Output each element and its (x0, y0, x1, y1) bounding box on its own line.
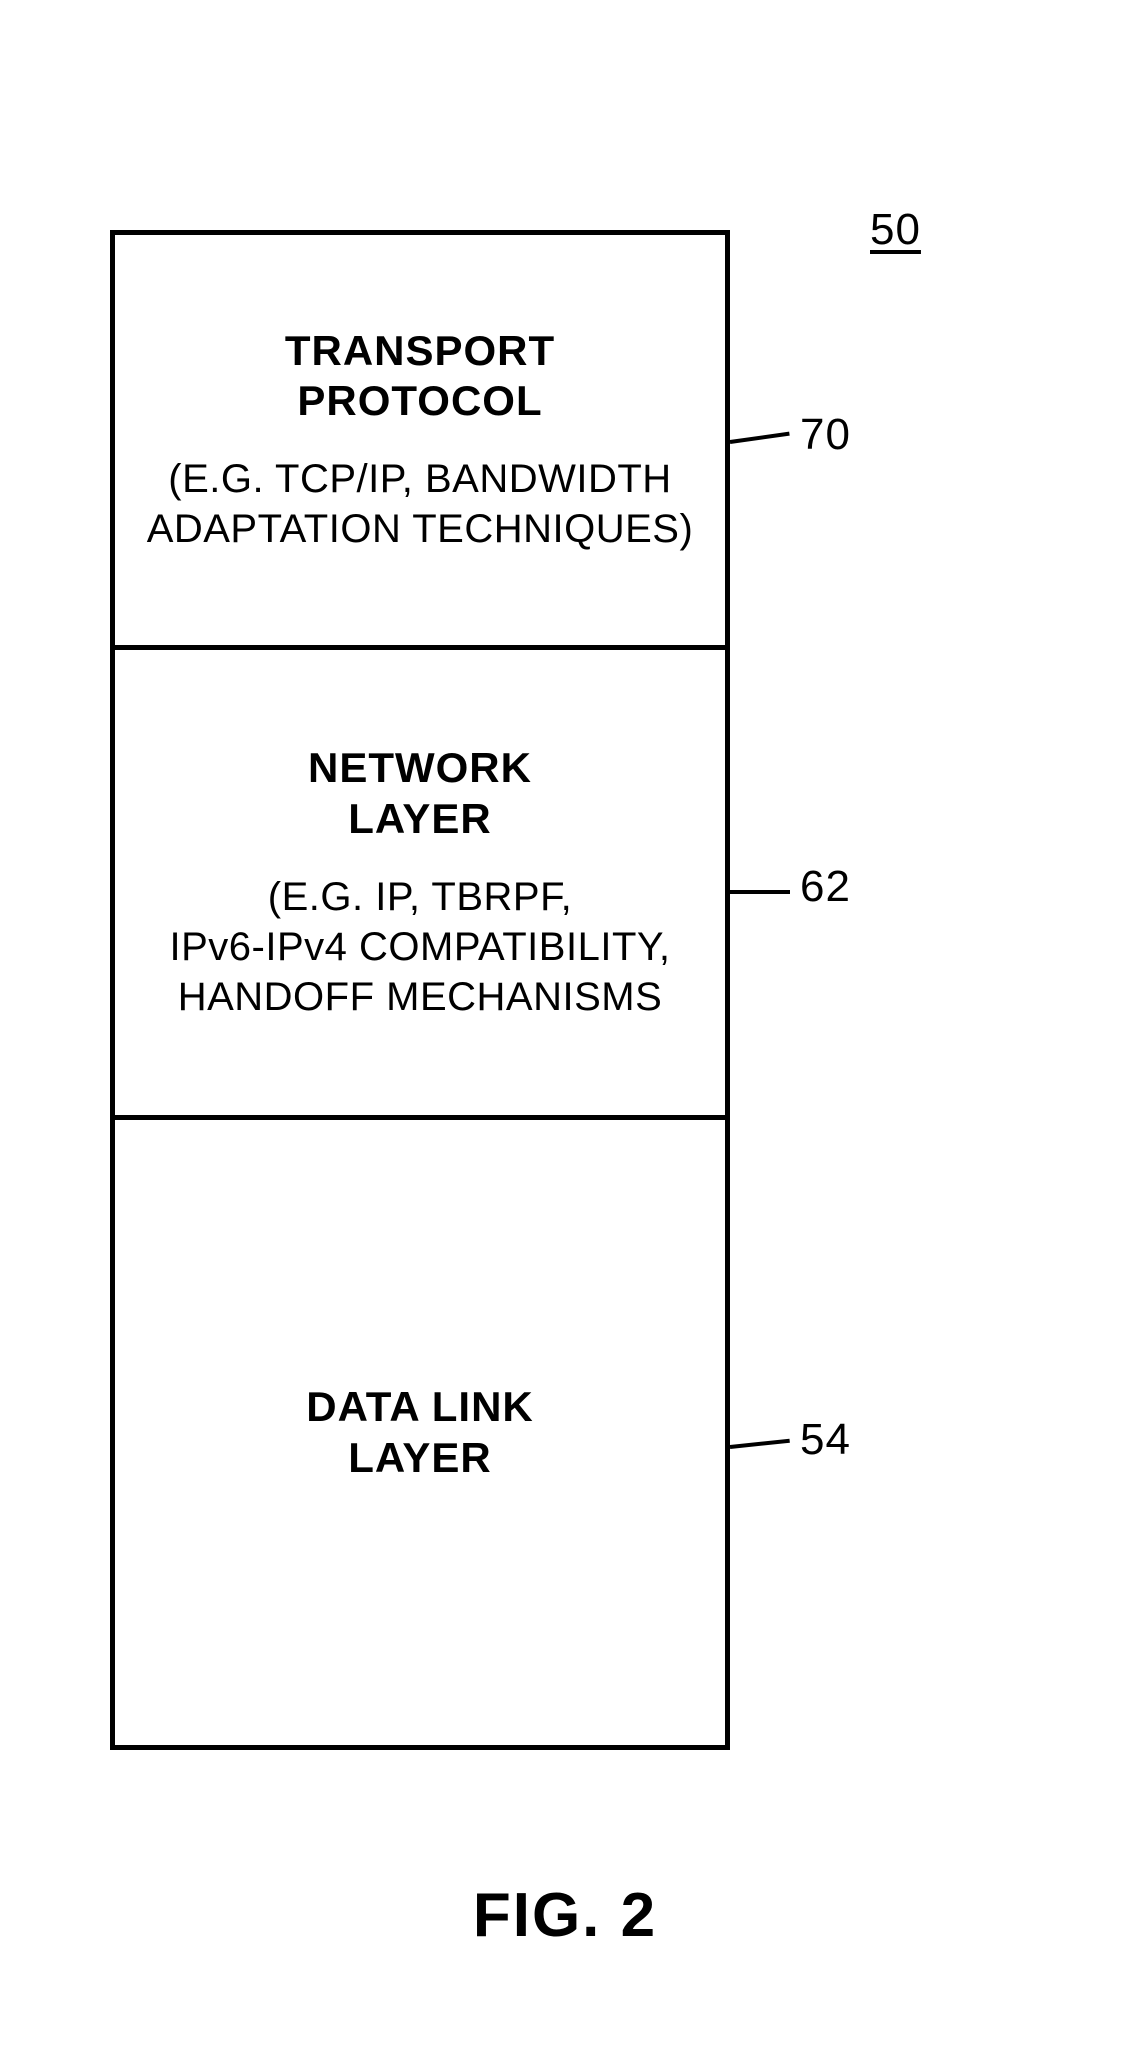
datalink-layer-box: DATA LINK LAYER (110, 1120, 730, 1750)
network-title-line2: LAYER (348, 795, 492, 842)
layer-stack: TRANSPORT PROTOCOL (E.G. TCP/IP, BANDWID… (110, 230, 730, 1750)
transport-subtitle: (E.G. TCP/IP, BANDWIDTH ADAPTATION TECHN… (147, 454, 694, 554)
transport-title-line2: PROTOCOL (297, 377, 542, 424)
network-subtitle-line2: IPv6-IPv4 COMPATIBILITY, (169, 925, 670, 969)
figure-caption: FIG. 2 (0, 1880, 1130, 1951)
figure-ref-50: 50 (870, 205, 921, 255)
network-subtitle-line3: HANDOFF MECHANISMS (178, 975, 663, 1019)
network-title-line1: NETWORK (308, 744, 532, 791)
leader-line-62 (730, 890, 790, 894)
datalink-title: DATA LINK LAYER (306, 1382, 534, 1483)
ref-label-62: 62 (800, 862, 851, 912)
ref-label-70: 70 (800, 410, 851, 460)
datalink-title-line2: LAYER (348, 1434, 492, 1481)
network-layer-box: NETWORK LAYER (E.G. IP, TBRPF, IPv6-IPv4… (110, 650, 730, 1120)
leader-line-54 (730, 1439, 790, 1449)
ref-label-54: 54 (800, 1415, 851, 1465)
network-title: NETWORK LAYER (308, 743, 532, 844)
network-subtitle-line1: (E.G. IP, TBRPF, (268, 875, 572, 919)
transport-title: TRANSPORT PROTOCOL (285, 326, 555, 427)
datalink-title-line1: DATA LINK (306, 1383, 534, 1430)
network-subtitle: (E.G. IP, TBRPF, IPv6-IPv4 COMPATIBILITY… (169, 872, 670, 1022)
transport-layer-box: TRANSPORT PROTOCOL (E.G. TCP/IP, BANDWID… (110, 230, 730, 650)
transport-subtitle-line1: (E.G. TCP/IP, BANDWIDTH (168, 457, 671, 501)
transport-subtitle-line2: ADAPTATION TECHNIQUES) (147, 507, 694, 551)
transport-title-line1: TRANSPORT (285, 327, 555, 374)
leader-line-70 (730, 432, 790, 444)
